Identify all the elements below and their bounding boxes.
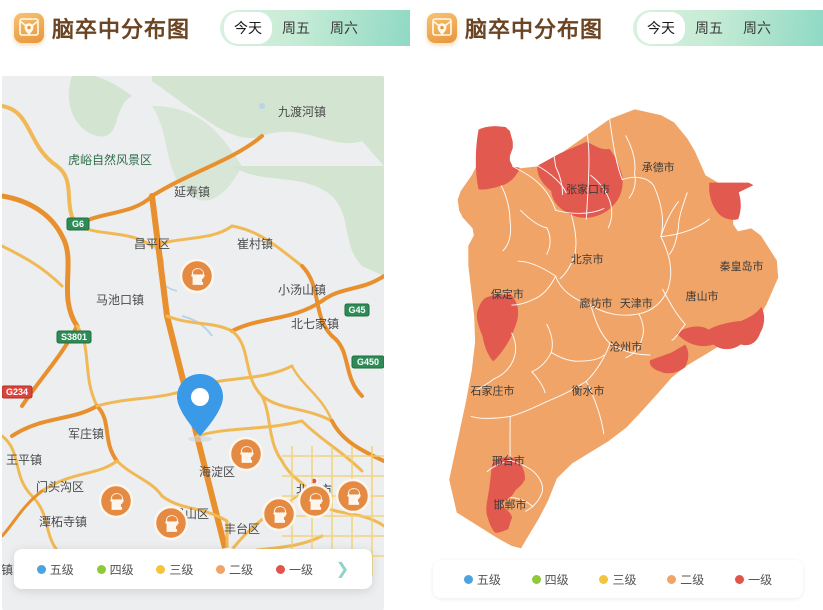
svg-text:沧州市: 沧州市 (609, 340, 642, 354)
svg-text:张家口市: 张家口市 (566, 182, 610, 196)
svg-text:保定市: 保定市 (491, 287, 524, 301)
svg-text:廊坊市: 廊坊市 (580, 296, 613, 310)
svg-text:衡水市: 衡水市 (572, 384, 605, 398)
svg-text:天津市: 天津市 (620, 296, 653, 310)
svg-text:邯郸市: 邯郸市 (494, 498, 527, 512)
svg-text:唐山市: 唐山市 (686, 289, 719, 303)
svg-text:北京市: 北京市 (571, 252, 604, 266)
svg-text:承德市: 承德市 (642, 160, 675, 174)
svg-text:秦皇岛市: 秦皇岛市 (720, 259, 764, 273)
svg-text:邢台市: 邢台市 (492, 454, 525, 468)
svg-text:石家庄市: 石家庄市 (471, 384, 515, 398)
